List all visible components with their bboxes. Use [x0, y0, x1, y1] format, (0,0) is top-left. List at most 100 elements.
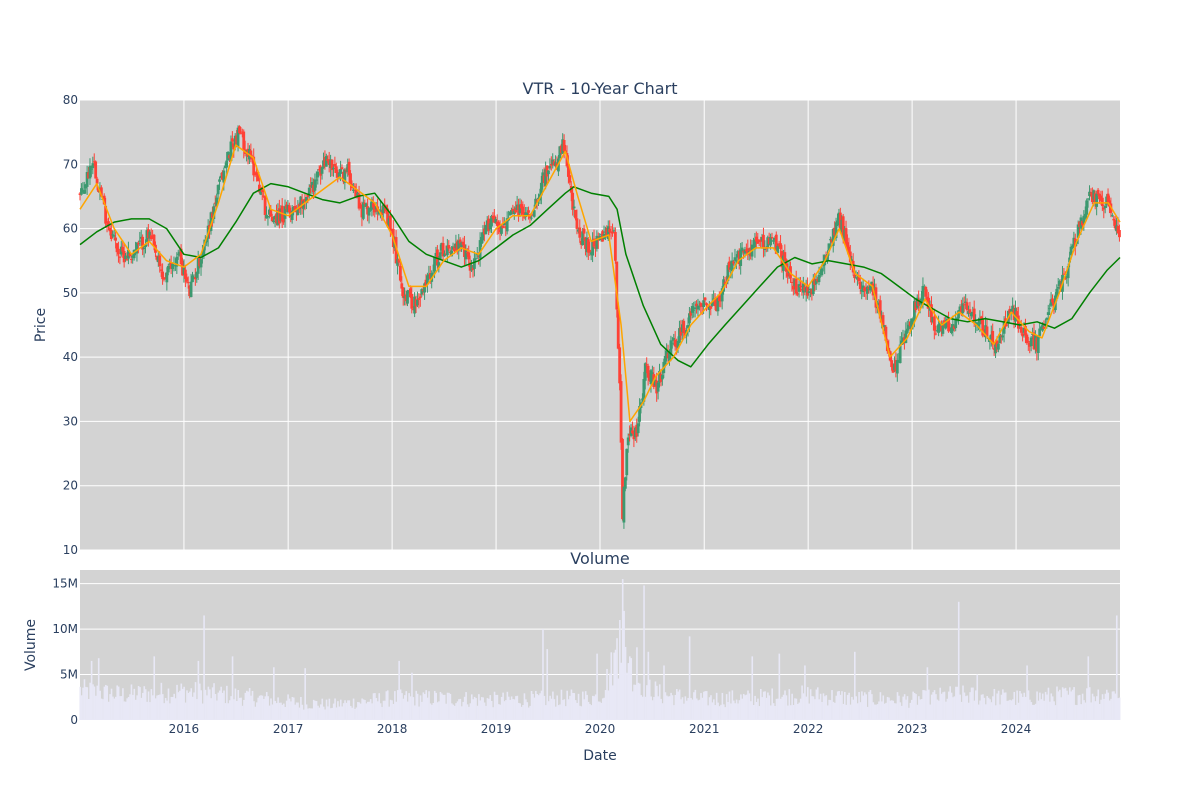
candle-down	[746, 248, 750, 254]
price-y-ticks: 10 20 30 40 50 60 70 80	[63, 93, 78, 557]
volume-bar	[227, 703, 230, 720]
candle-down	[1081, 220, 1084, 226]
candle-down	[999, 335, 1003, 337]
candle-down	[962, 304, 966, 306]
volume-bar	[197, 660, 200, 720]
candle-up	[156, 256, 160, 263]
candle-down	[122, 250, 126, 263]
candle-up	[488, 223, 492, 230]
volume-bar	[828, 699, 830, 720]
volume-bar	[533, 697, 536, 720]
volume-bar	[972, 687, 974, 720]
volume-bar	[895, 703, 897, 720]
volume-bar	[678, 689, 681, 720]
candle-up	[195, 272, 199, 278]
candle-up	[494, 219, 498, 224]
candle-up	[173, 265, 177, 267]
volume-bar	[1118, 697, 1121, 720]
candle-up	[1110, 215, 1114, 217]
volume-bar	[297, 702, 299, 720]
volume-bar	[846, 694, 849, 720]
candle-down	[1073, 238, 1077, 247]
candle-down	[549, 163, 553, 166]
candle-up	[403, 296, 407, 299]
volume-bar	[502, 692, 504, 720]
candle-up	[407, 290, 411, 293]
volume-bar	[656, 685, 658, 720]
volume-bar	[1063, 688, 1065, 720]
candle-up	[454, 243, 458, 248]
volume-bar	[794, 698, 796, 720]
candle-down	[568, 175, 572, 183]
candle-up	[537, 197, 540, 200]
volume-y-ticks: 0 5M 10M 15M	[52, 577, 78, 727]
candle-up	[827, 243, 831, 251]
volume-bar	[703, 691, 705, 720]
candle-up	[957, 310, 960, 319]
volume-bar	[1074, 704, 1077, 720]
candle-up	[918, 302, 922, 305]
candle-down	[1016, 315, 1020, 329]
volume-bar	[96, 685, 99, 720]
candle-up	[989, 334, 993, 341]
candle-up	[1065, 276, 1069, 278]
candle-up	[828, 239, 832, 241]
candle-down	[158, 255, 162, 267]
volume-bar	[349, 705, 352, 720]
volume-bar	[910, 699, 913, 720]
volume-bar	[634, 684, 637, 720]
candle-down	[574, 209, 577, 219]
candle-down	[648, 374, 651, 381]
candle-down	[1106, 193, 1110, 202]
volume-bar	[124, 701, 127, 720]
volume-bar	[957, 601, 960, 720]
candle-down	[249, 150, 253, 157]
volume-bar	[157, 695, 160, 720]
volume-bar	[271, 704, 274, 720]
volume-bar	[142, 692, 144, 720]
candle-down	[517, 205, 520, 217]
volume-bar	[475, 698, 477, 720]
candle-up	[901, 337, 905, 345]
volume-bar	[315, 701, 318, 720]
candle-down	[535, 200, 539, 202]
volume-bar	[396, 690, 399, 720]
candle-up	[124, 255, 127, 260]
candle-up	[369, 208, 372, 211]
candle-up	[304, 196, 308, 203]
volume-bar	[307, 708, 309, 720]
candle-up	[427, 274, 431, 277]
volume-bar	[885, 702, 887, 720]
volume-bar	[322, 706, 325, 720]
candle-down	[1089, 193, 1093, 195]
volume-bar	[1091, 693, 1094, 720]
volume-bar	[1010, 700, 1013, 720]
volume-bar	[116, 685, 119, 720]
volume-bar	[344, 700, 346, 720]
volume-bar	[1100, 699, 1102, 720]
volume-bar	[414, 705, 416, 720]
candle-down	[611, 231, 614, 234]
candle-up	[505, 218, 509, 232]
volume-bar	[169, 703, 171, 720]
volume-bar	[1031, 704, 1034, 720]
volume-bar	[476, 705, 479, 720]
candle-down	[414, 299, 418, 307]
candle-down	[794, 278, 798, 294]
candle-up	[1036, 335, 1040, 353]
candle-up	[273, 215, 277, 220]
candle-down	[1021, 333, 1025, 337]
volume-bar	[610, 652, 613, 720]
volume-bar	[862, 695, 865, 720]
volume-bar	[722, 704, 725, 720]
candle-up	[1001, 335, 1005, 338]
candle-up	[836, 220, 839, 226]
volume-bar	[772, 703, 775, 720]
candle-up	[346, 164, 350, 172]
candle-up	[192, 277, 196, 279]
volume-bar	[601, 698, 604, 720]
volume-bar	[889, 700, 892, 720]
volume-bar	[170, 696, 173, 720]
volume-bar	[1051, 696, 1054, 720]
volume-bar	[852, 699, 855, 720]
